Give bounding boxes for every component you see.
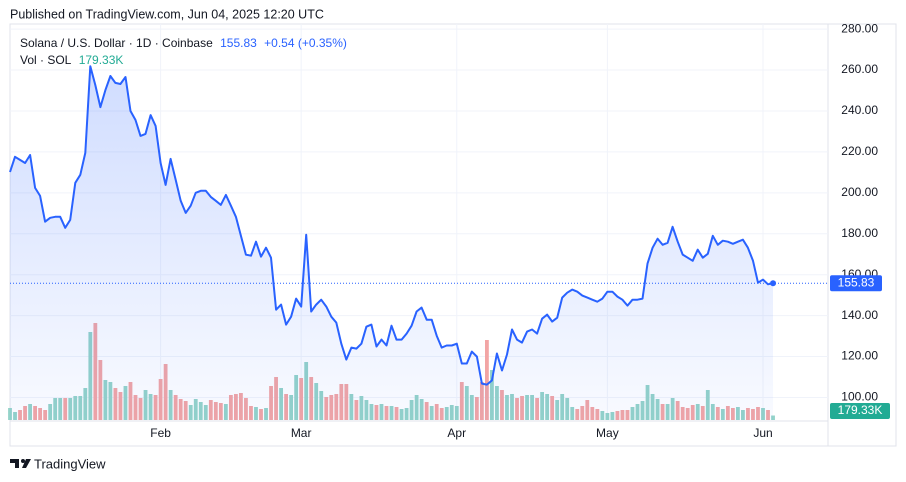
logo-dot [21,459,25,463]
y-tick-label: 200.00 [841,185,878,199]
published-note: Published on TradingView.com, Jun 04, 20… [10,7,324,21]
y-tick-label: 220.00 [841,144,878,158]
brand-logo [10,459,31,468]
legend-volume-row: Vol · SOL 179.33K [20,52,351,69]
last-point [770,280,777,287]
y-tick-label: 140.00 [841,308,878,322]
x-tick-label: Feb [150,426,171,440]
brand-name: TradingView [34,456,106,471]
price-tag-label: 155.83 [838,275,875,289]
y-tick-label: 240.00 [841,103,878,117]
price-line [9,65,774,386]
price-change: +0.54 (+0.35%) [264,36,347,50]
x-tick-label: Jun [753,426,772,440]
axes: 100.00120.00140.00160.00180.00200.00220.… [150,21,890,440]
price-pane [9,65,828,420]
volume-bar [771,415,775,420]
legend: Solana / U.S. Dollar · 1D · Coinbase 155… [20,35,351,69]
logo-slash [22,459,31,468]
logo-mark [10,459,19,468]
symbol-name: Solana / U.S. Dollar · 1D · Coinbase [20,36,213,50]
y-tick-label: 180.00 [841,226,878,240]
last-price: 155.83 [220,36,257,50]
price-area [10,66,774,420]
y-tick-label: 280.00 [841,21,878,35]
y-tick-label: 100.00 [841,390,878,404]
volume-tag [830,403,890,419]
volume-bar [485,340,489,420]
x-tick-label: Mar [291,426,312,440]
legend-price-row: Solana / U.S. Dollar · 1D · Coinbase 155… [20,35,351,52]
y-tick-label: 260.00 [841,62,878,76]
x-tick-label: May [596,426,619,440]
price-tag [830,275,882,292]
volume-tag-label: 179.33K [838,403,883,417]
last-volume: 179.33K [78,53,124,67]
x-tick-label: Apr [447,426,466,440]
volume-name: Vol · SOL [20,53,72,67]
y-tick-label: 120.00 [841,349,878,363]
